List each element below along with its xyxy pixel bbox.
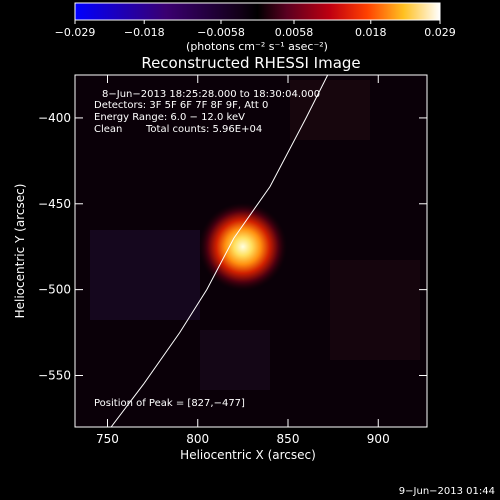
y-tick-label: −550 xyxy=(38,368,71,382)
background-blob xyxy=(290,80,370,140)
background-blob xyxy=(200,330,270,390)
chart-title: Reconstructed RHESSI Image xyxy=(141,54,360,72)
x-tick-label: 750 xyxy=(96,432,119,446)
colorbar-tick-labels: −0.029 −0.018 −0.0058 0.0058 0.018 0.029 xyxy=(55,26,456,39)
clean-label: Clean xyxy=(94,124,122,135)
detectors: Detectors: 3F 5F 6F 7F 8F 9F, Att 0 xyxy=(94,100,268,111)
colorbar-tick-label: −0.0058 xyxy=(197,26,245,39)
energy-range: Energy Range: 6.0 − 12.0 keV xyxy=(94,112,245,123)
footer-date: 9−Jun−2013 01:44 xyxy=(399,486,495,497)
x-tick-label: 900 xyxy=(367,432,390,446)
colorbar-units: (photons cm⁻² s⁻¹ asec⁻²) xyxy=(186,40,328,53)
colorbar-ticks xyxy=(74,20,441,24)
time-range: 8−Jun−2013 18:25:28.000 to 18:30:04.000 xyxy=(102,89,320,100)
x-axis-ticks xyxy=(106,75,379,427)
peak-position: Position of Peak = [827,−477] xyxy=(94,398,245,409)
y-axis-tick-labels: −550 −500 −450 −400 xyxy=(38,111,71,383)
x-axis-label: Heliocentric X (arcsec) xyxy=(180,448,316,462)
x-axis-tick-labels: 750 800 850 900 xyxy=(96,432,390,446)
y-tick-label: −450 xyxy=(38,197,71,211)
y-tick-label: −500 xyxy=(38,283,71,297)
colorbar-tick-label: 0.018 xyxy=(355,26,387,39)
x-tick-label: 800 xyxy=(186,432,209,446)
colorbar-tick-label: −0.018 xyxy=(124,26,165,39)
y-axis-ticks xyxy=(75,117,427,376)
plot-frame xyxy=(74,74,428,428)
total-counts: Total counts: 5.96E+04 xyxy=(145,124,262,135)
colorbar-tick-label: 0.0058 xyxy=(275,26,314,39)
solar-limb xyxy=(110,75,329,427)
y-axis-label: Heliocentric Y (arcsec) xyxy=(13,184,27,319)
image-layer xyxy=(90,75,420,427)
colorbar xyxy=(74,2,441,21)
flare-source xyxy=(198,202,288,291)
colorbar-tick-label: −0.029 xyxy=(55,26,96,39)
y-tick-label: −400 xyxy=(38,111,71,125)
background-blob xyxy=(330,260,420,360)
x-tick-label: 850 xyxy=(277,432,300,446)
colorbar-tick-label: 0.029 xyxy=(424,26,456,39)
background-blob xyxy=(90,230,200,320)
